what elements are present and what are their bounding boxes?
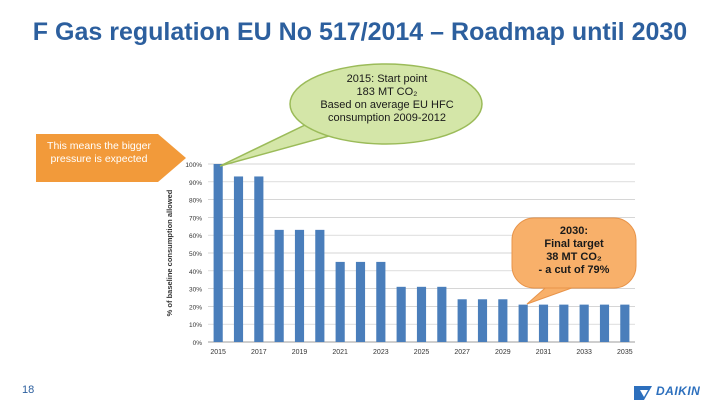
slide-title: F Gas regulation EU No 517/2014 – Roadma… bbox=[32, 18, 688, 46]
x-tick-label: 2019 bbox=[292, 349, 308, 356]
bar bbox=[213, 164, 223, 342]
y-tick-label: 90% bbox=[189, 180, 202, 187]
bar bbox=[294, 229, 305, 342]
y-tick-label: 50% bbox=[189, 251, 202, 258]
bar bbox=[437, 286, 447, 342]
start-bubble-text: 2015: Start point 183 MT CO₂ Based on av… bbox=[297, 73, 477, 125]
bar bbox=[355, 261, 366, 342]
x-tick-label: 2029 bbox=[495, 349, 511, 356]
bar bbox=[315, 229, 325, 342]
bar bbox=[559, 304, 569, 342]
chart-svg: 0% 10% 20% 30% 40% 50% 60% 70% 80% 90% 100% 2015 201… bbox=[165, 162, 635, 356]
logo-text: DAIKIN bbox=[656, 384, 701, 398]
daikin-logo-icon bbox=[634, 386, 652, 400]
arrow-callout bbox=[36, 134, 186, 182]
bar bbox=[335, 261, 345, 342]
start-bubble-line: 2015: Start point bbox=[346, 73, 428, 85]
bar bbox=[233, 176, 244, 342]
bar bbox=[620, 304, 630, 342]
y-tick-label: 80% bbox=[189, 198, 202, 205]
start-bubble-line: 183 MT CO₂ bbox=[356, 86, 418, 98]
target-bubble bbox=[511, 217, 637, 289]
x-tick-label: 2017 bbox=[251, 349, 267, 356]
x-tick-label: 2033 bbox=[576, 349, 592, 356]
bar bbox=[477, 299, 488, 342]
y-tick-label: 20% bbox=[189, 304, 202, 311]
arrow-shape bbox=[36, 134, 186, 182]
page-number: 18 bbox=[22, 384, 35, 396]
y-tick-label: 60% bbox=[189, 233, 202, 240]
x-tick-label: 2027 bbox=[454, 349, 470, 356]
target-bubble-text: 2030: Final target 38 MT CO₂ - a cut of … bbox=[512, 225, 636, 277]
y-tick-label: 30% bbox=[189, 287, 202, 294]
start-bubble-line: Based on average EU HFC bbox=[320, 99, 454, 111]
x-tick-label: 2025 bbox=[414, 349, 430, 356]
target-bubble-line: 38 MT CO₂ bbox=[546, 251, 602, 263]
bar bbox=[579, 304, 589, 342]
y-tick-label: 100% bbox=[185, 162, 202, 169]
target-bubble-line: Final target bbox=[544, 238, 604, 250]
y-tick-label: 40% bbox=[189, 269, 202, 276]
y-axis-label: % of baseline consumption allowed bbox=[165, 189, 174, 316]
y-tick-label: 10% bbox=[189, 322, 202, 329]
x-tick-label: 2015 bbox=[210, 349, 226, 356]
start-bubble-line: consumption 2009-2012 bbox=[327, 112, 447, 124]
bar bbox=[396, 286, 406, 342]
bar bbox=[457, 299, 467, 342]
x-tick-label: 2021 bbox=[332, 349, 348, 356]
bar bbox=[416, 286, 427, 342]
y-tick-label: 70% bbox=[189, 215, 202, 222]
bar bbox=[518, 304, 528, 342]
x-tick-label: 2035 bbox=[617, 349, 633, 356]
arrow-text: This means the bigger pressure is expect… bbox=[47, 140, 151, 165]
bar bbox=[599, 304, 610, 342]
bar bbox=[274, 229, 284, 342]
target-bubble-line: - a cut of 79% bbox=[538, 264, 610, 276]
target-bubble-line: 2030: bbox=[559, 225, 589, 237]
bar bbox=[376, 261, 386, 342]
x-tick-label: 2031 bbox=[536, 349, 552, 356]
start-bubble bbox=[289, 63, 483, 145]
y-tick-label: 0% bbox=[193, 340, 203, 347]
x-tick-label: 2023 bbox=[373, 349, 389, 356]
bar bbox=[498, 299, 508, 342]
bar bbox=[254, 176, 264, 342]
bar bbox=[538, 304, 549, 342]
bar-chart: 0% 10% 20% 30% 40% 50% 60% 70% 80% 90% 100% 2015 201… bbox=[160, 152, 640, 360]
